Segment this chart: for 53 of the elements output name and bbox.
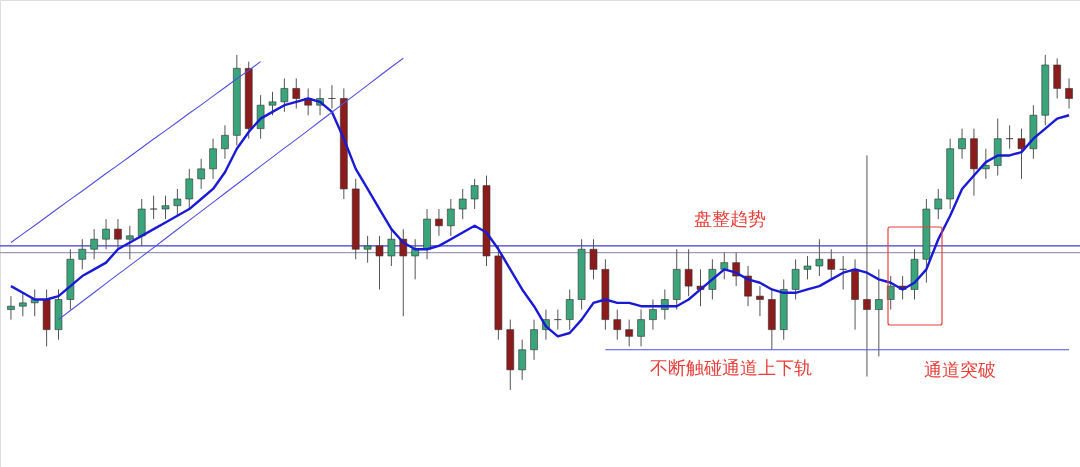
- candlestick: [78, 238, 87, 270]
- annotation: 不断触碰通道上下轨: [650, 357, 812, 378]
- annotation: 通道突破: [924, 359, 996, 380]
- candlestick: [720, 252, 729, 280]
- candlestick: [292, 77, 301, 110]
- candlestick: [565, 288, 574, 331]
- candlestick: [518, 339, 526, 381]
- candlestick: [209, 138, 217, 180]
- candlestick: [982, 148, 990, 180]
- candlestick: [791, 258, 800, 300]
- candlestick: [589, 238, 598, 280]
- candlestick: [803, 255, 812, 280]
- candlestick: [19, 292, 27, 317]
- candlestick: [958, 128, 966, 160]
- annotation: 盘整趋势: [694, 208, 766, 229]
- candlestick: [637, 309, 645, 347]
- candlestick: [221, 124, 229, 160]
- candlestick: [649, 299, 657, 331]
- candlestick: [934, 188, 943, 220]
- candlestick: [863, 154, 871, 378]
- candlestick: [90, 228, 98, 260]
- candlestick: [1053, 57, 1061, 99]
- candlestick: [197, 158, 205, 190]
- candlestick: [185, 168, 194, 210]
- candlestick: [1017, 128, 1026, 180]
- candlestick: [815, 238, 824, 277]
- candlestick: [114, 218, 122, 250]
- candlestick: [387, 228, 396, 267]
- candlestick: [744, 265, 752, 307]
- candlestick: [827, 248, 836, 280]
- candlestick: [268, 91, 277, 116]
- candlestick: [7, 295, 15, 321]
- candlestick: [102, 218, 110, 250]
- candlestick: [126, 225, 134, 260]
- candlestick: [470, 178, 479, 210]
- candlestick: [530, 319, 538, 361]
- candlestick: [1065, 77, 1073, 110]
- candlestick: [363, 235, 372, 264]
- candlestick: [435, 208, 443, 237]
- candlestick: [280, 77, 289, 113]
- candlestick: [756, 285, 764, 317]
- candlestick: [625, 319, 633, 347]
- candlestick: [458, 188, 467, 220]
- candlestick: [875, 268, 883, 357]
- candlestick: [161, 195, 170, 220]
- candlestick: [613, 309, 622, 341]
- candlestick: [149, 195, 158, 220]
- candlestick: [173, 188, 182, 217]
- candlestick: [375, 235, 384, 290]
- candlestick: [684, 248, 693, 297]
- candlestick: [447, 198, 455, 237]
- candlestick: [399, 228, 408, 317]
- candlestick: [411, 238, 419, 280]
